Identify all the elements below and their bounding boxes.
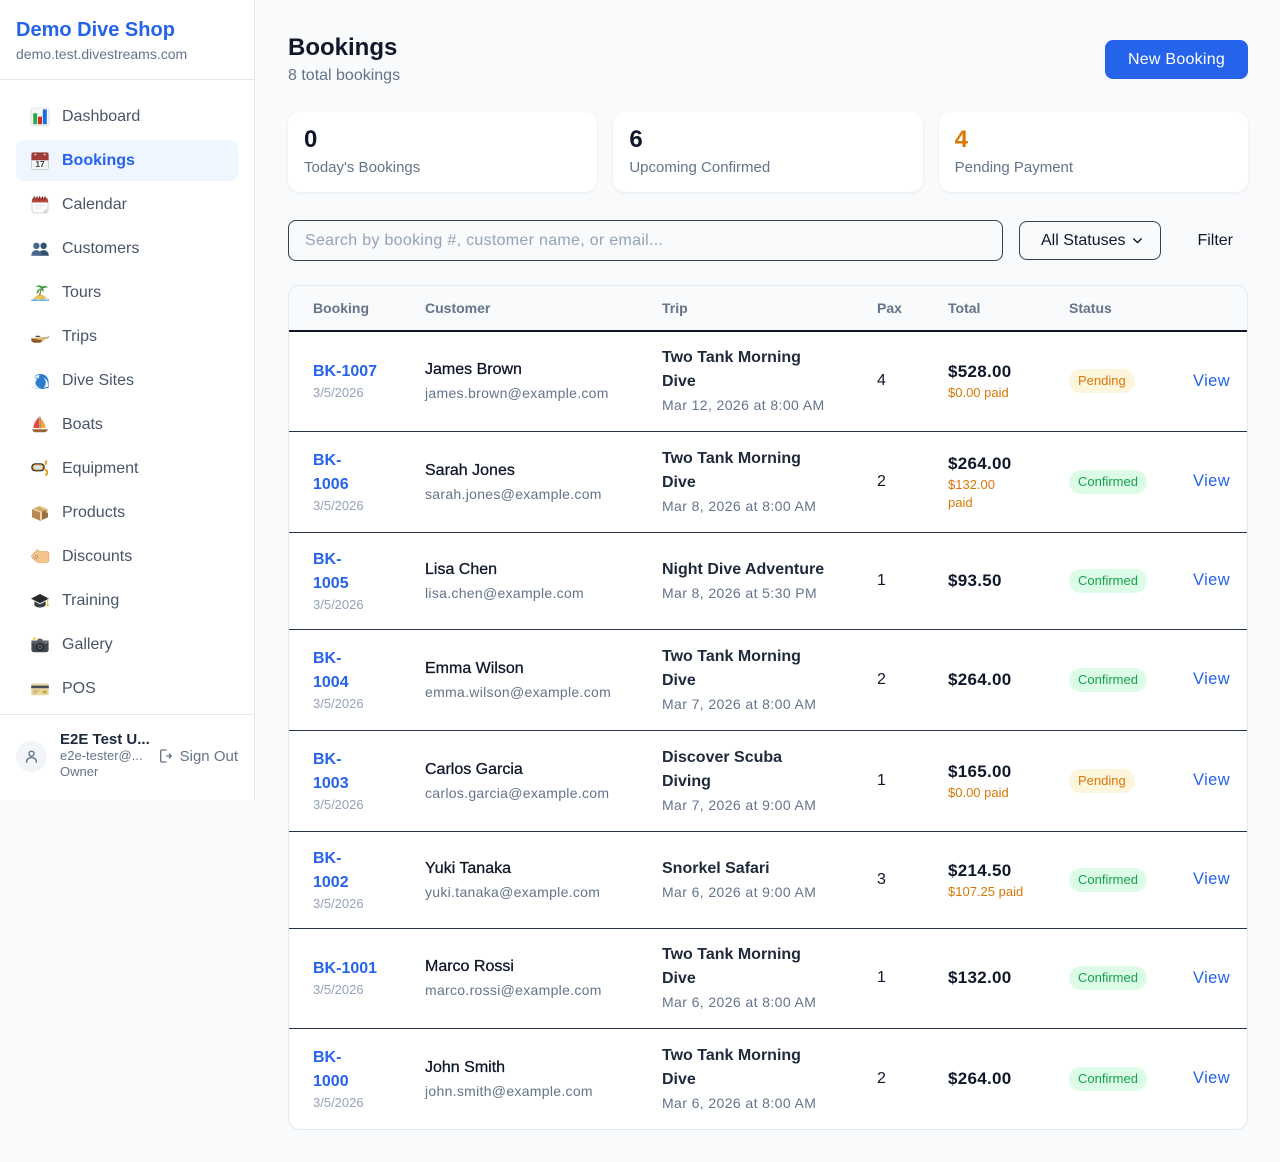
svg-text:17: 17 xyxy=(35,159,45,169)
